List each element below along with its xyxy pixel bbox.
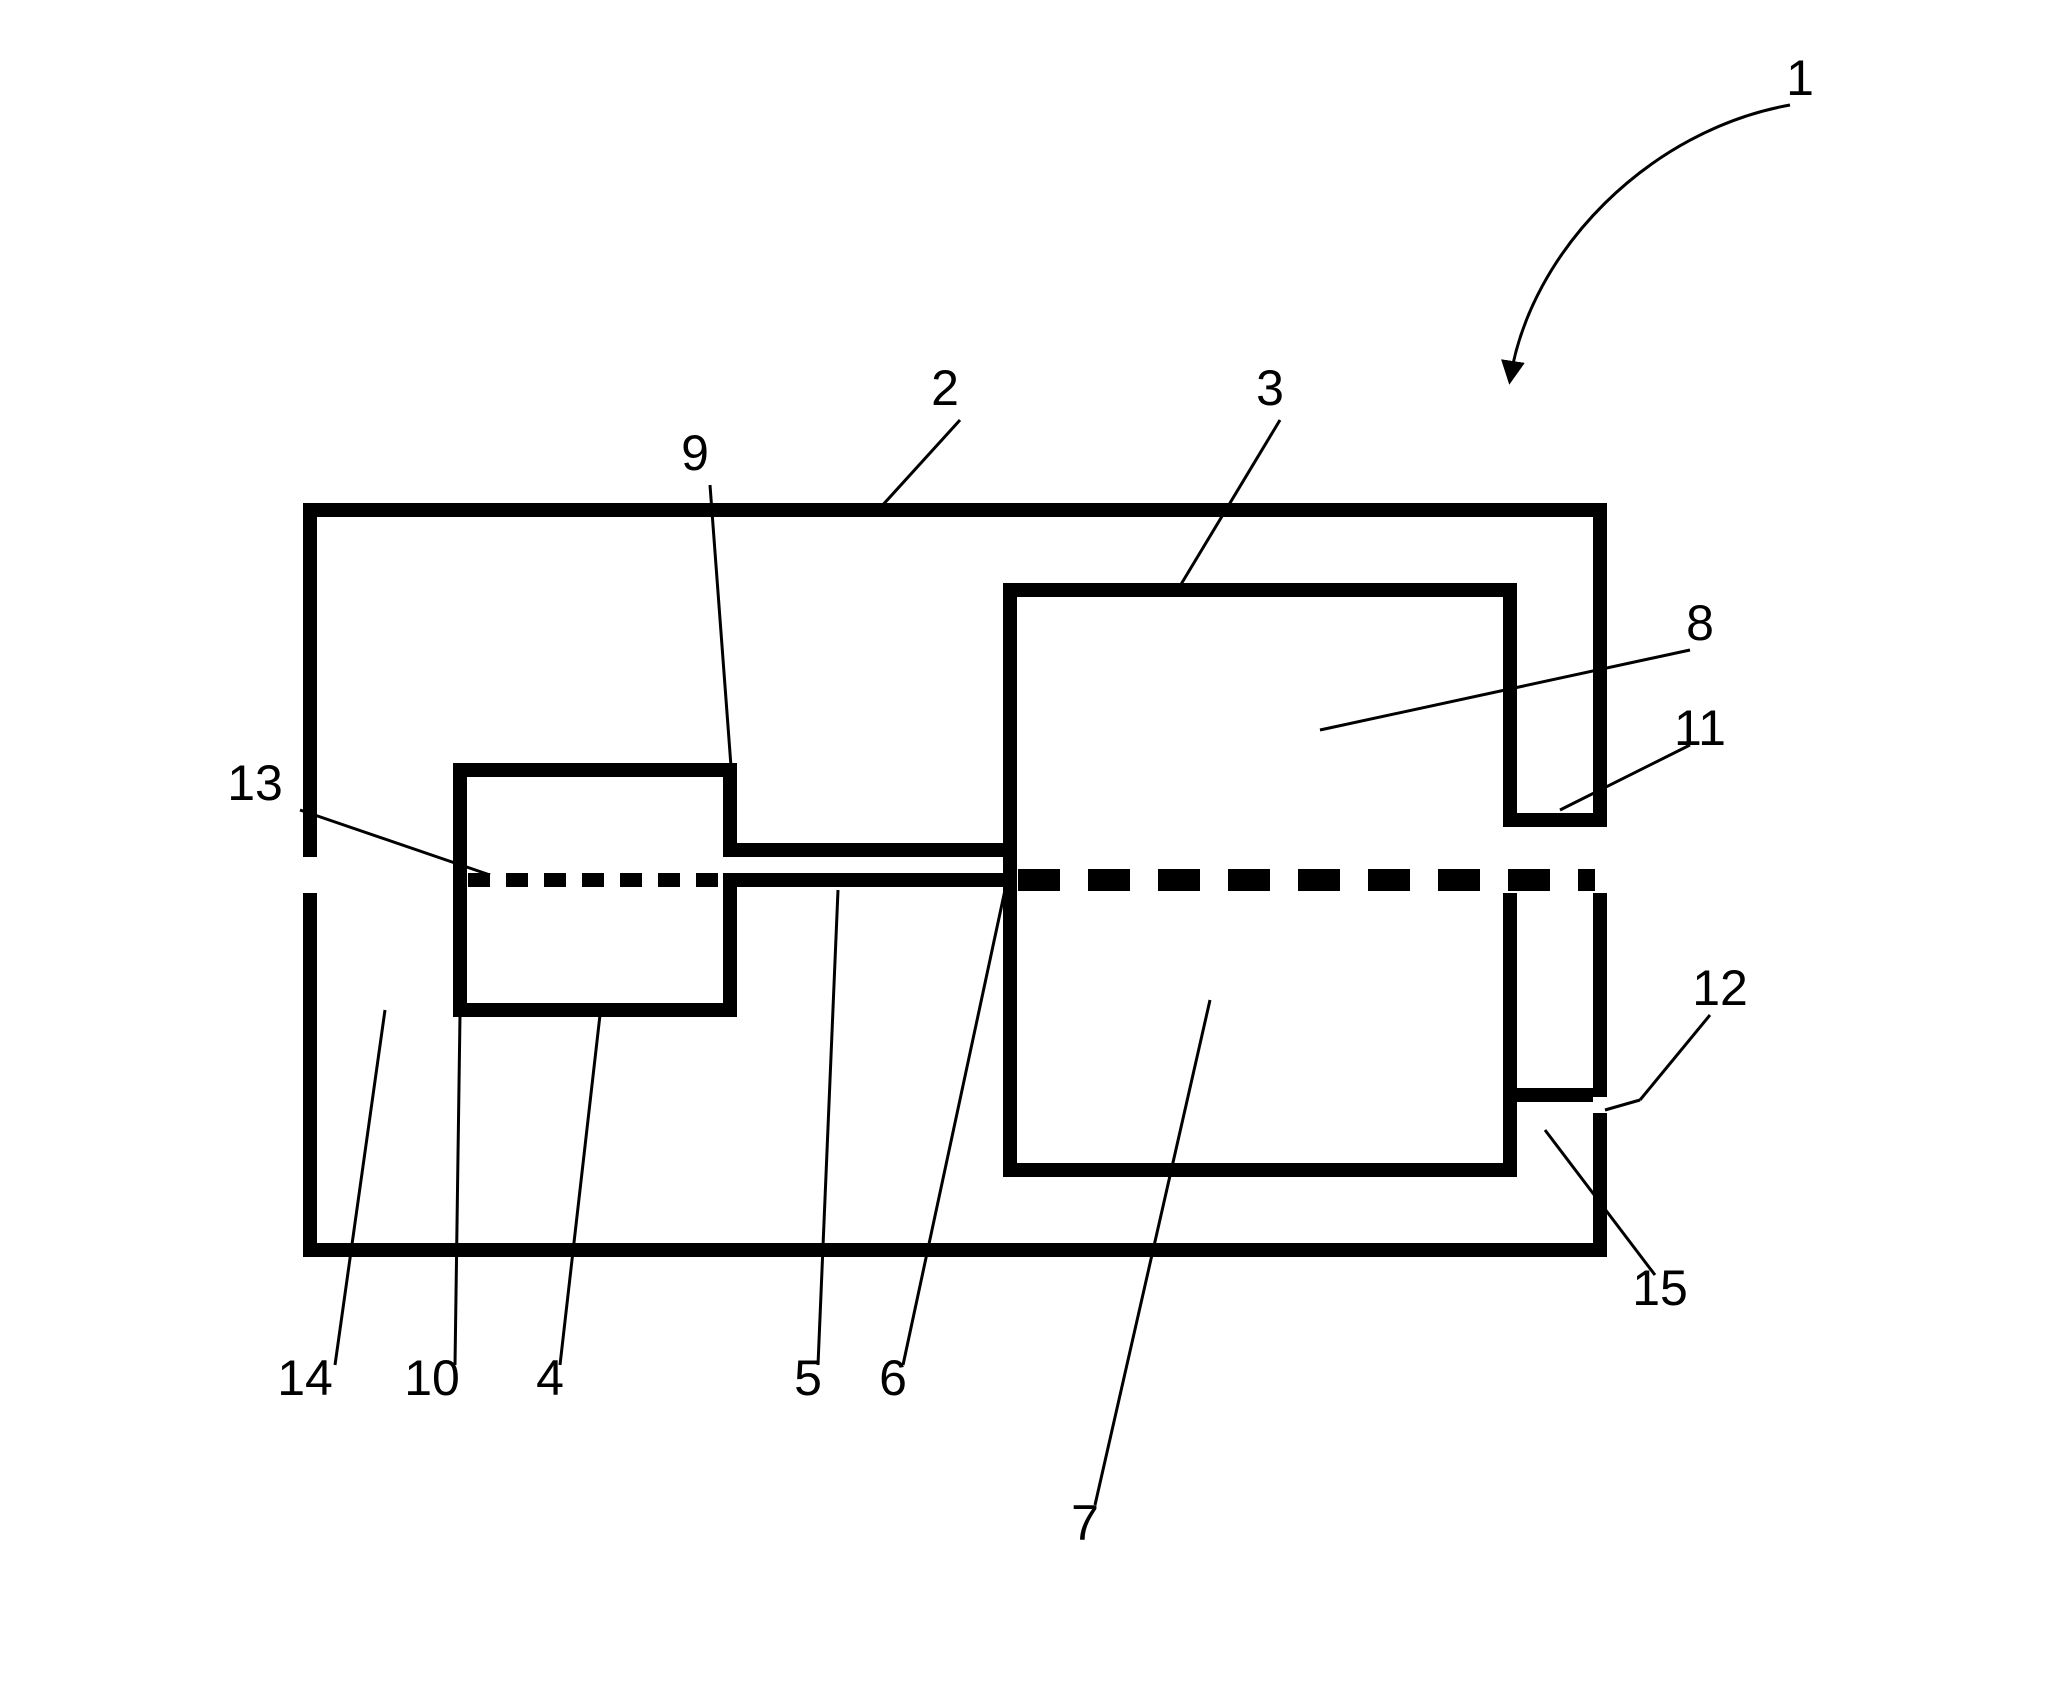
label-9: 9 [681,425,709,481]
label-1: 1 [1786,50,1814,106]
label-11: 11 [1674,700,1726,756]
label-15: 15 [1632,1260,1688,1316]
label-10: 10 [404,1350,460,1406]
label-5: 5 [794,1350,822,1406]
label-12: 12 [1692,960,1748,1016]
label-14: 14 [277,1350,333,1406]
label-7: 7 [1071,1495,1099,1551]
label-4: 4 [536,1350,564,1406]
label-3: 3 [1256,360,1284,416]
label-13: 13 [227,755,283,811]
label-8: 8 [1686,595,1714,651]
label-2: 2 [931,360,959,416]
label-6: 6 [879,1350,907,1406]
